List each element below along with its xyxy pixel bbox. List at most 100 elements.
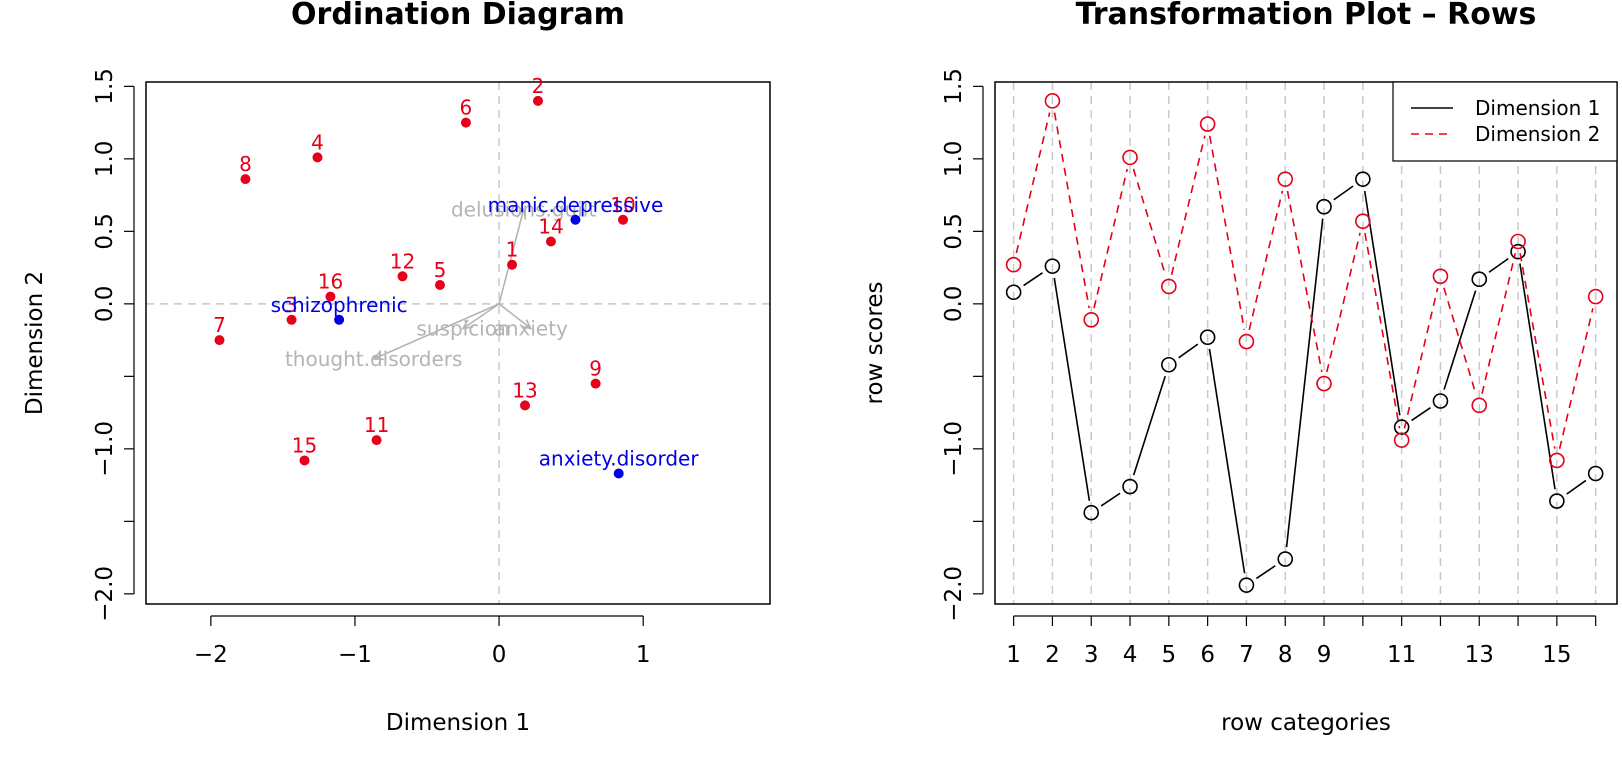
series-1-segment xyxy=(1411,407,1431,422)
series-1-marker xyxy=(1587,465,1604,482)
row-point-label: 2 xyxy=(532,74,545,98)
y-tick-label: 0.0 xyxy=(941,286,967,323)
row-point xyxy=(325,291,336,302)
series-1-marker xyxy=(1161,356,1177,373)
series-1-segment xyxy=(1100,492,1121,507)
biplot-arrow-head xyxy=(461,319,474,330)
series-1-marker xyxy=(1549,493,1565,509)
x-tick-label: 15 xyxy=(1542,642,1571,668)
row-point-label: 14 xyxy=(538,215,563,239)
series-1-marker xyxy=(1393,419,1410,435)
series-2-segment xyxy=(1558,308,1594,449)
y-tick-label: −1.0 xyxy=(941,421,967,477)
series-2-marker xyxy=(1238,333,1255,350)
series-2-marker xyxy=(1161,278,1177,295)
x-tick-label: 2 xyxy=(1045,642,1060,668)
series-2-segment xyxy=(1443,287,1477,395)
series-2-marker xyxy=(1432,268,1449,285)
series-2-marker xyxy=(1005,256,1022,273)
series-2-segment xyxy=(1208,135,1246,330)
series-1-marker xyxy=(1083,504,1100,521)
series-1-segment xyxy=(1443,290,1477,390)
row-point xyxy=(299,455,310,466)
row-point-label: 11 xyxy=(364,413,389,437)
row-point-label: 6 xyxy=(460,96,473,120)
y-tick-label: 1.0 xyxy=(941,141,967,178)
row-point xyxy=(214,335,225,346)
x-tick-label: 7 xyxy=(1239,642,1254,668)
series-2-segment xyxy=(1093,168,1129,309)
y-tick-label: 1.5 xyxy=(941,68,967,105)
y-axis-title: row scores xyxy=(862,282,888,405)
chart-title: Ordination Diagram xyxy=(291,0,625,32)
series-2-segment xyxy=(1248,190,1284,331)
series-1-segment xyxy=(1053,277,1091,501)
row-point-label: 7 xyxy=(213,313,226,337)
series-1-marker xyxy=(1044,258,1061,274)
x-tick-label: 0 xyxy=(492,642,507,668)
x-tick-label: 6 xyxy=(1200,642,1215,668)
series-2-marker xyxy=(1083,311,1100,328)
x-tick-label: 5 xyxy=(1162,642,1177,668)
row-point xyxy=(520,400,531,411)
row-point-label: 8 xyxy=(239,152,252,176)
row-point xyxy=(507,259,518,270)
column-point-label: anxiety.disorder xyxy=(539,447,700,471)
series-1-segment xyxy=(1178,343,1199,359)
x-tick-label: 9 xyxy=(1317,642,1332,668)
y-tick-label: 0.5 xyxy=(941,213,967,250)
x-axis-title: row categories xyxy=(1221,710,1391,736)
series-1-marker xyxy=(1122,478,1138,495)
legend-label: Dimension 1 xyxy=(1475,96,1600,120)
row-point-label: 1 xyxy=(506,238,519,262)
x-tick-label: 11 xyxy=(1387,642,1416,668)
row-point xyxy=(312,152,323,163)
series-1-segment xyxy=(1333,185,1354,201)
y-tick-label: 1.5 xyxy=(92,68,118,105)
series-1-marker xyxy=(1199,329,1216,346)
ordination-diagram-panel: Ordination Diagram −2 −1 0 1 −2.0 −1.0 0.0 0.5 1.… xyxy=(22,0,771,736)
series-2-marker xyxy=(1510,233,1526,250)
biplot-arrow-label: thought.disorders xyxy=(285,347,462,371)
biplot-arrow xyxy=(498,303,532,330)
row-point xyxy=(590,378,601,389)
series-1-segment xyxy=(1285,218,1324,548)
y-tick-label: −1.0 xyxy=(92,421,118,477)
series-2-segment xyxy=(1326,232,1361,373)
x-tick-label: 3 xyxy=(1084,642,1099,668)
x-tick-label: −1 xyxy=(338,642,372,668)
row-point xyxy=(371,435,382,446)
plot-frame xyxy=(994,81,1618,605)
row-point xyxy=(460,117,471,128)
y-tick-label: 1.0 xyxy=(92,141,118,178)
series-1-segment xyxy=(1566,479,1587,495)
x-tick-label: −2 xyxy=(194,642,228,668)
transformation-plot-panel: Transformation Plot – Rows 1 2 3 4 5 6 7 8 9 11 13 1… xyxy=(862,0,1618,736)
series-1-marker xyxy=(1432,393,1449,409)
y-tick-label: 0.0 xyxy=(92,286,118,323)
biplot-arrow xyxy=(498,209,525,305)
row-point-label: 9 xyxy=(589,357,602,381)
chart-title: Transformation Plot – Rows xyxy=(1076,0,1537,32)
series-1-marker xyxy=(1355,171,1371,187)
series-2-segment xyxy=(1132,168,1167,276)
row-point xyxy=(618,214,629,225)
y-tick-label: −2.0 xyxy=(92,566,118,622)
series-1-segment xyxy=(1208,348,1246,574)
series-2-segment xyxy=(1481,252,1517,394)
column-point-label: schizophrenic xyxy=(271,293,408,317)
series-1-marker xyxy=(1471,271,1488,288)
row-point-label: 3 xyxy=(285,293,298,317)
series-2-marker xyxy=(1355,213,1371,229)
row-point-label: 4 xyxy=(311,130,324,154)
series-2-segment xyxy=(1364,232,1401,429)
x-tick-label: 1 xyxy=(636,642,651,668)
series-2-marker xyxy=(1393,432,1410,448)
series-1-segment xyxy=(1132,375,1166,476)
x-tick-label: 1 xyxy=(1006,642,1021,668)
series-1-marker xyxy=(1005,284,1022,301)
legend-label: Dimension 2 xyxy=(1475,122,1600,146)
y-axis-title: Dimension 2 xyxy=(22,271,48,415)
series-2-segment xyxy=(1015,112,1051,254)
series-2-marker xyxy=(1199,116,1216,132)
